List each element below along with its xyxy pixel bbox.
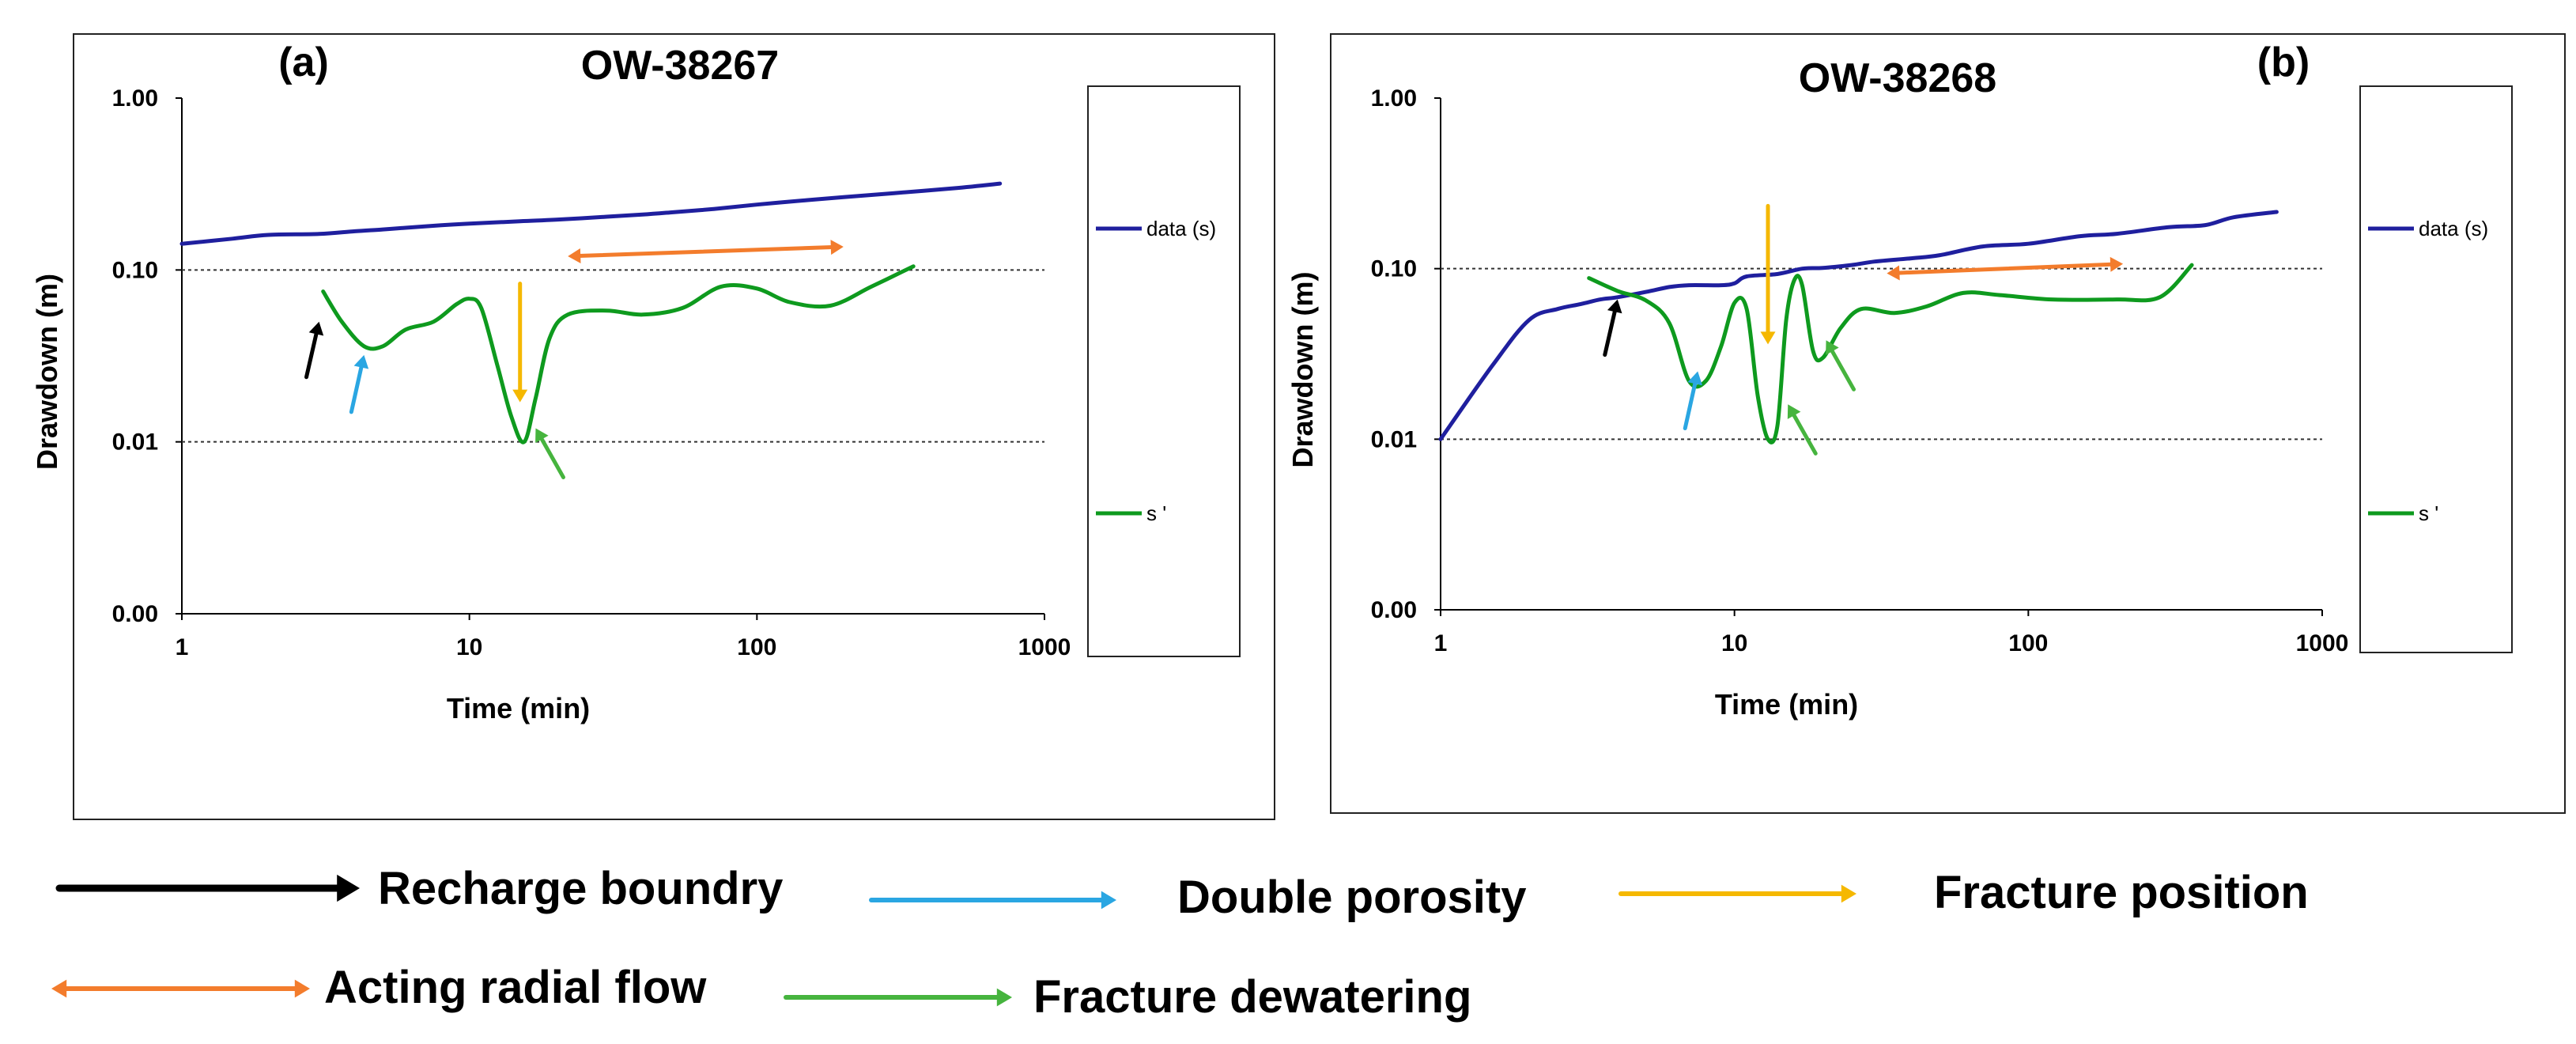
legend-label: s ' <box>2419 501 2438 525</box>
legend-label: data (s) <box>2419 217 2488 240</box>
annotation-radial-flow-arrow <box>1887 256 2124 281</box>
key-label: Acting radial flow <box>324 962 707 1013</box>
key-fracture-position-arrow <box>1618 884 1856 903</box>
y-axis-label: Drawdown (m) <box>31 274 63 470</box>
annotation-fracture-dewatering-arrow <box>535 428 565 479</box>
panel-label: (b) <box>2257 40 2310 85</box>
legend: data (s) s ' <box>2359 85 2513 653</box>
annotation-fracture-dewatering-arrow-head <box>1787 404 1801 419</box>
annotation-double-porosity-arrow-shaft <box>1683 380 1698 431</box>
annotation-radial-flow-arrow <box>568 240 844 263</box>
annotation-double-porosity-arrow-shaft <box>349 364 364 414</box>
annotation-radial-flow-arrow-head <box>1887 265 1900 281</box>
chart-title: OW-38267 <box>581 43 779 89</box>
legend: data (s) s ' <box>1087 85 1241 657</box>
key-label: Fracture position <box>1934 867 2309 918</box>
annotation-fracture-position-arrow <box>1760 203 1776 345</box>
annotation-radial-flow-arrow-head <box>2110 256 2124 272</box>
key-double-porosity-arrow <box>869 891 1116 910</box>
series-line-s-prime <box>1587 263 2194 444</box>
y-tick-label: 0.10 <box>1371 256 1417 282</box>
annotation-radial-flow-arrow-head <box>830 240 844 255</box>
key-recharge-arrow-head <box>337 874 360 902</box>
key-label: Recharge boundry <box>378 863 783 914</box>
chart-panel-a: 1.00 0.10 0.01 0.00 1 10 100 1000 Time (min) Draw… <box>31 33 1275 820</box>
key-label: Double porosity <box>1177 872 1526 923</box>
series-line-s-prime <box>321 264 916 444</box>
annotation-key: Recharge boundry Double porosity Fracture … <box>51 863 2309 1023</box>
x-tick-label: 1000 <box>1018 634 1071 660</box>
annotation-recharge-arrow-head <box>308 321 324 336</box>
y-tick-label: 1.00 <box>1371 85 1417 112</box>
x-axis-label: Time (min) <box>447 692 590 724</box>
key-label: Fracture dewatering <box>1033 971 1471 1023</box>
annotation-fracture-dewatering-arrow <box>1826 340 1856 392</box>
key-double-porosity-arrow-head <box>1101 891 1116 910</box>
y-tick-label: 0.01 <box>112 429 158 456</box>
annotation-double-porosity-arrow <box>1683 371 1703 431</box>
key-recharge-arrow <box>55 874 360 902</box>
legend-box <box>1087 85 1241 657</box>
annotation-fracture-dewatering-arrow-head <box>1826 340 1839 355</box>
x-tick-label: 10 <box>1721 630 1747 656</box>
y-tick-label: 0.10 <box>112 257 158 283</box>
key-radial-flow-arrow-head <box>294 979 310 998</box>
annotation-recharge-arrow <box>1603 299 1622 357</box>
x-axis-label: Time (min) <box>1715 688 1858 721</box>
chart-panel-b: 1.00 0.10 0.01 0.00 1 10 100 1000 Time (min) Draw… <box>1286 33 2566 814</box>
series-line-data-s <box>179 181 1003 246</box>
panel-frame <box>1330 33 2566 814</box>
x-tick-label: 1 <box>176 634 189 660</box>
key-fracture-dewatering-arrow-head <box>996 988 1012 1007</box>
annotation-double-porosity-arrow-head <box>1687 371 1703 386</box>
annotation-fracture-position-arrow <box>512 282 528 403</box>
x-tick-label: 100 <box>2008 630 2048 656</box>
panel-frame <box>73 33 1275 820</box>
legend-label: s ' <box>1146 501 1166 525</box>
series-line-data-s <box>1438 210 2279 441</box>
annotation-fracture-dewatering-arrow <box>1787 404 1818 456</box>
y-axis-label: Drawdown (m) <box>1286 272 1319 468</box>
key-radial-flow-arrow-head <box>51 979 67 998</box>
annotation-radial-flow-arrow-shaft <box>1896 262 2114 275</box>
key-fracture-position-arrow-head <box>1841 884 1856 903</box>
y-tick-label: 0.00 <box>1371 597 1417 623</box>
annotation-double-porosity-arrow-head <box>353 354 369 369</box>
annotation-recharge-arrow-shaft <box>304 331 319 380</box>
legend-label: data (s) <box>1146 217 1216 240</box>
annotation-recharge-arrow <box>304 321 324 380</box>
annotation-fracture-position-arrow-head <box>1760 331 1776 345</box>
annotation-fracture-position-arrow-head <box>512 389 528 403</box>
annotation-recharge-arrow-head <box>1607 299 1622 314</box>
key-radial-flow-arrow <box>51 979 310 998</box>
x-tick-label: 100 <box>737 634 776 660</box>
y-tick-label: 1.00 <box>112 85 158 112</box>
annotation-fracture-dewatering-arrow-shaft <box>539 436 565 479</box>
x-tick-label: 1 <box>1434 630 1448 656</box>
x-tick-label: 1000 <box>2296 630 2349 656</box>
x-tick-label: 10 <box>456 634 482 660</box>
key-fracture-dewatering-arrow <box>784 988 1012 1007</box>
legend-box <box>2359 85 2513 653</box>
annotation-fracture-dewatering-arrow-shaft <box>1791 412 1818 456</box>
panel-label: (a) <box>278 40 329 85</box>
annotation-radial-flow-arrow-head <box>568 248 581 263</box>
y-tick-label: 0.00 <box>112 601 158 627</box>
annotation-fracture-dewatering-arrow-head <box>535 428 549 444</box>
annotation-double-porosity-arrow <box>349 354 369 414</box>
annotation-recharge-arrow-shaft <box>1603 308 1618 357</box>
y-tick-label: 0.01 <box>1371 426 1417 452</box>
annotation-radial-flow-arrow-shaft <box>577 245 834 259</box>
chart-title: OW-38268 <box>1799 55 1996 101</box>
annotation-fracture-dewatering-arrow-shaft <box>1830 348 1856 392</box>
